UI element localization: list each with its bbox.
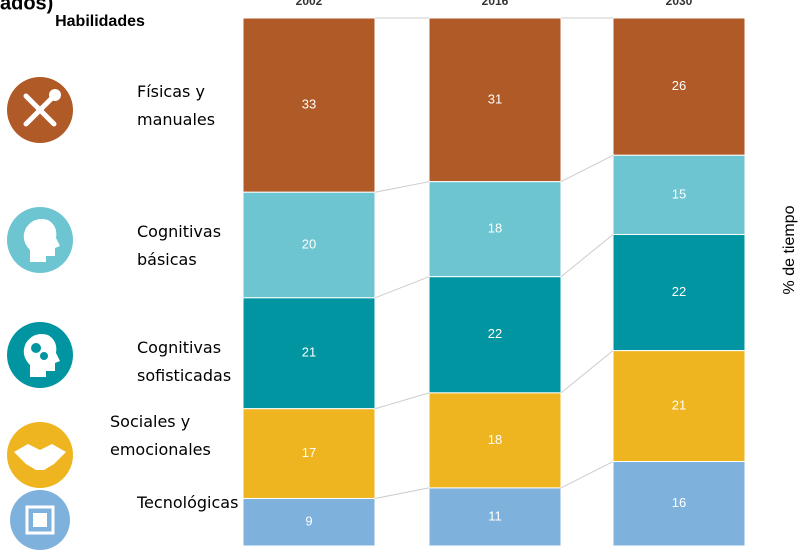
value-label: 18 — [488, 221, 502, 236]
y-axis-label: % de tiempo — [781, 205, 798, 294]
bar-segment — [612, 350, 746, 463]
value-label: 33 — [302, 97, 316, 112]
bar-segment — [428, 276, 562, 394]
connector — [374, 487, 430, 499]
value-label: 15 — [672, 186, 686, 201]
icon-social — [7, 422, 73, 488]
value-label: 11 — [488, 508, 502, 523]
icon-cognitive-basic — [7, 207, 73, 273]
connector — [374, 276, 430, 299]
bar-segment — [612, 17, 746, 156]
bar-segment — [242, 17, 376, 193]
bar-segment — [612, 154, 746, 235]
bar-segment — [242, 191, 376, 299]
connector — [560, 350, 614, 394]
icon-physical — [7, 77, 73, 143]
legend-title: Habilidades — [55, 13, 145, 30]
connector — [560, 154, 614, 183]
value-label: 18 — [488, 432, 502, 447]
legend-label: Físicas y manuales — [137, 82, 216, 129]
value-label: 21 — [302, 345, 316, 360]
value-label: 9 — [305, 514, 312, 529]
bar-segment — [428, 17, 562, 183]
bar-segment — [428, 181, 562, 278]
legend-label: Cognitivas sofisticadas — [137, 338, 232, 385]
bar-segment — [612, 233, 746, 352]
x-tick-label: 2030 — [666, 0, 693, 8]
bar-segment — [242, 497, 376, 547]
connector — [374, 181, 430, 193]
connector — [374, 392, 430, 410]
connector — [560, 234, 614, 278]
value-label: 22 — [672, 284, 686, 299]
value-label: 26 — [672, 78, 686, 93]
value-label: 17 — [302, 445, 316, 460]
legend-label: Tecnológicas — [137, 493, 239, 512]
icon-tech — [10, 490, 70, 550]
bar-segment — [612, 461, 746, 547]
x-tick-label: 2002 — [296, 0, 323, 8]
legend-label: Sociales y emocionales — [110, 412, 211, 459]
value-label: 22 — [488, 326, 502, 341]
x-tick-label: 2016 — [482, 0, 509, 8]
icon-cognitive-advanced — [7, 322, 73, 388]
value-label: 20 — [302, 236, 316, 251]
connector — [560, 461, 614, 489]
legend-label: Cognitivas básicas — [137, 222, 222, 269]
value-label: 21 — [672, 398, 686, 413]
value-label: 31 — [488, 91, 502, 106]
value-label: 16 — [672, 495, 686, 510]
bar-segment — [428, 487, 562, 547]
chart-title: ados) — [0, 0, 53, 14]
